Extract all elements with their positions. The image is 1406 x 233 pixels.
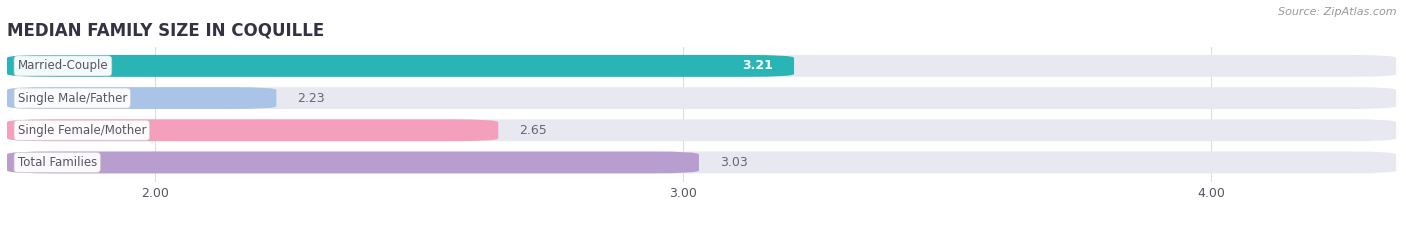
FancyBboxPatch shape: [7, 119, 1396, 141]
FancyBboxPatch shape: [7, 119, 498, 141]
Text: Total Families: Total Families: [18, 156, 97, 169]
Text: MEDIAN FAMILY SIZE IN COQUILLE: MEDIAN FAMILY SIZE IN COQUILLE: [7, 21, 325, 39]
FancyBboxPatch shape: [7, 151, 699, 173]
FancyBboxPatch shape: [7, 151, 1396, 173]
Text: 2.23: 2.23: [298, 92, 325, 105]
Text: Single Male/Father: Single Male/Father: [18, 92, 127, 105]
FancyBboxPatch shape: [7, 55, 794, 77]
Text: 3.21: 3.21: [742, 59, 773, 72]
Text: Source: ZipAtlas.com: Source: ZipAtlas.com: [1278, 7, 1396, 17]
Text: 2.65: 2.65: [519, 124, 547, 137]
Text: Married-Couple: Married-Couple: [18, 59, 108, 72]
Text: 3.03: 3.03: [720, 156, 748, 169]
Text: Single Female/Mother: Single Female/Mother: [18, 124, 146, 137]
FancyBboxPatch shape: [7, 55, 1396, 77]
FancyBboxPatch shape: [7, 87, 1396, 109]
FancyBboxPatch shape: [7, 87, 277, 109]
